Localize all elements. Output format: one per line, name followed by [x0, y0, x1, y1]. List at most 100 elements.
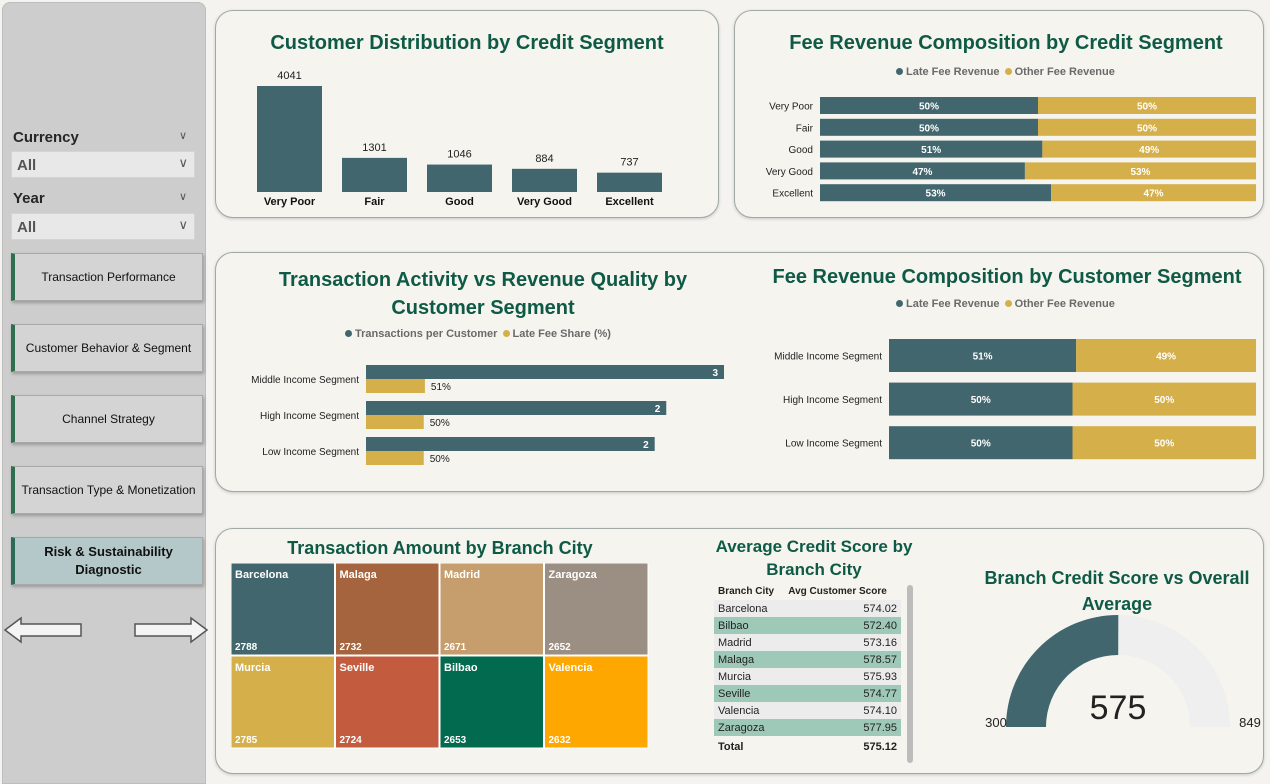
legend-dot-teal — [896, 299, 903, 307]
data-label: 49% — [1139, 145, 1159, 156]
data-label: 50% — [971, 395, 991, 406]
chevron-down-icon[interactable]: ∨ — [179, 191, 188, 203]
activity-quality-legend: Transactions per Customer Late Fee Share… — [345, 328, 611, 340]
bar-very-poor — [257, 86, 322, 192]
cell-label: Valencia — [549, 662, 594, 674]
fee-credit-legend: Late Fee Revenue Other Fee Revenue — [896, 66, 1115, 78]
category-label: Excellent — [605, 196, 654, 208]
bar-late-fee — [889, 339, 1077, 372]
treemap-cell-malaga — [335, 563, 440, 656]
cell-city: Murcia — [714, 668, 785, 685]
data-label: 50% — [971, 439, 991, 450]
data-label: 47% — [912, 167, 932, 178]
bar-late-fee — [820, 184, 1052, 202]
category-label: Low Income Segment — [785, 439, 882, 450]
bar-late-fee — [820, 118, 1038, 136]
category-label: High Income Segment — [783, 395, 882, 406]
chevron-down-icon: ∨ — [178, 155, 188, 170]
cell-score: 575.93 — [784, 668, 901, 685]
category-label: Very Good — [766, 167, 813, 178]
bar-other-fee — [1042, 140, 1256, 158]
column-header[interactable]: Branch City — [718, 586, 775, 597]
nav-customer-behavior-segment[interactable]: Customer Behavior & Segment — [11, 324, 203, 372]
treemap-cell-zaragoza — [544, 563, 649, 656]
category-label: Good — [445, 196, 474, 208]
data-label: 50% — [430, 418, 450, 429]
legend-dot-teal — [896, 67, 903, 75]
bar-transactions — [366, 437, 655, 451]
year-filter-label: Year — [13, 190, 45, 207]
treemap-chart: Barcelona 2788 Malaga 2732 Madrid 2671 Zaragoz… — [231, 563, 649, 749]
sidebar: Currency ∨ All ∨ Year ∨ All ∨ Transactio… — [2, 2, 209, 784]
credit-score-table: Branch City Avg Customer Score Barcelona… — [714, 583, 901, 755]
data-label: 50% — [1137, 123, 1157, 134]
category-label: Very Good — [517, 196, 572, 208]
cell-city: Valencia — [714, 702, 785, 719]
currency-dropdown[interactable]: All ∨ — [11, 151, 195, 178]
activity-quality-title: Transaction Activity vs Revenue Quality … — [278, 269, 688, 319]
bar-late-fee — [820, 140, 1043, 158]
cell-label: Seville — [340, 662, 375, 674]
chevron-down-icon[interactable]: ∨ — [179, 130, 188, 142]
legend-late-fee: Late Fee Revenue — [906, 298, 1000, 310]
treemap-cell-madrid — [439, 563, 544, 656]
cell-total-label: Total — [714, 736, 785, 755]
category-label: Very Poor — [769, 102, 814, 113]
fee-credit-chart: 50% 50% Very Poor 50% 50% Fair 51% 49% Good 47% 53… — [766, 97, 1256, 202]
bar-other-fee — [1072, 426, 1256, 460]
cell-city: Seville — [714, 685, 785, 702]
cell-total-value: 575.12 — [784, 736, 901, 755]
nav-transaction-type-monetization[interactable]: Transaction Type & Monetization — [11, 466, 203, 514]
table-scrollbar[interactable] — [907, 585, 913, 763]
table-total-row: Total 575.12 — [714, 736, 901, 755]
cell-score: 574.10 — [784, 702, 901, 719]
cell-city: Bilbao — [714, 617, 785, 634]
credit-table-title: Average Credit Score by Branch City — [715, 537, 913, 579]
treemap-cell-murcia — [231, 655, 335, 749]
bar-other-fee — [1038, 118, 1256, 136]
cell-value: 2785 — [235, 735, 258, 746]
legend-late-share: Late Fee Share (%) — [512, 328, 611, 340]
chevron-down-icon: ∨ — [178, 217, 188, 232]
arrow-left-icon[interactable] — [3, 615, 83, 645]
legend-dot-gold — [1004, 67, 1012, 75]
data-label: 3 — [712, 368, 718, 379]
bar-fair — [342, 157, 407, 192]
data-label: 50% — [1154, 439, 1174, 450]
nav-risk-sustainability-diagnostic[interactable]: Risk & Sustainability Diagnostic — [11, 537, 203, 585]
bar-other-fee — [1072, 382, 1256, 416]
year-dropdown[interactable]: All ∨ — [11, 213, 195, 240]
category-label: Fair — [364, 196, 385, 208]
cell-value: 2724 — [340, 735, 363, 746]
data-label: 1046 — [447, 149, 471, 161]
gauge-fill — [1006, 615, 1119, 727]
table-row: Malaga 578.57 — [714, 651, 901, 668]
currency-filter-label: Currency — [13, 129, 79, 146]
gauge-chart: 575 300 849 — [985, 615, 1261, 730]
treemap-cell-bilbao — [439, 655, 544, 749]
category-label: Very Poor — [264, 196, 316, 208]
data-label: 53% — [1130, 167, 1150, 178]
cell-city: Zaragoza — [714, 719, 785, 736]
data-label: 737 — [620, 157, 638, 169]
treemap-cell-barcelona — [231, 563, 335, 656]
bar-excellent — [597, 172, 662, 192]
cell-value: 2632 — [549, 735, 572, 746]
column-header[interactable]: Avg Customer Score — [788, 586, 887, 597]
year-selected-value: All — [17, 219, 37, 236]
legend-other-fee: Other Fee Revenue — [1014, 66, 1115, 78]
nav-transaction-performance[interactable]: Transaction Performance — [11, 253, 203, 301]
arrow-right-icon[interactable] — [133, 615, 209, 645]
table-row: Zaragoza 577.95 — [714, 719, 901, 736]
category-label: Middle Income Segment — [251, 375, 359, 386]
gauge-max: 849 — [1239, 715, 1261, 730]
category-label: High Income Segment — [260, 411, 359, 422]
data-label: 53% — [926, 189, 946, 200]
nav-channel-strategy[interactable]: Channel Strategy — [11, 395, 203, 443]
treemap-title: Transaction Amount by Branch City — [287, 538, 593, 558]
cell-city: Barcelona — [714, 600, 785, 617]
table-row: Seville 574.77 — [714, 685, 901, 702]
bar-late-share — [366, 415, 424, 429]
data-label: 50% — [919, 123, 939, 134]
bar-late-fee — [889, 382, 1073, 416]
